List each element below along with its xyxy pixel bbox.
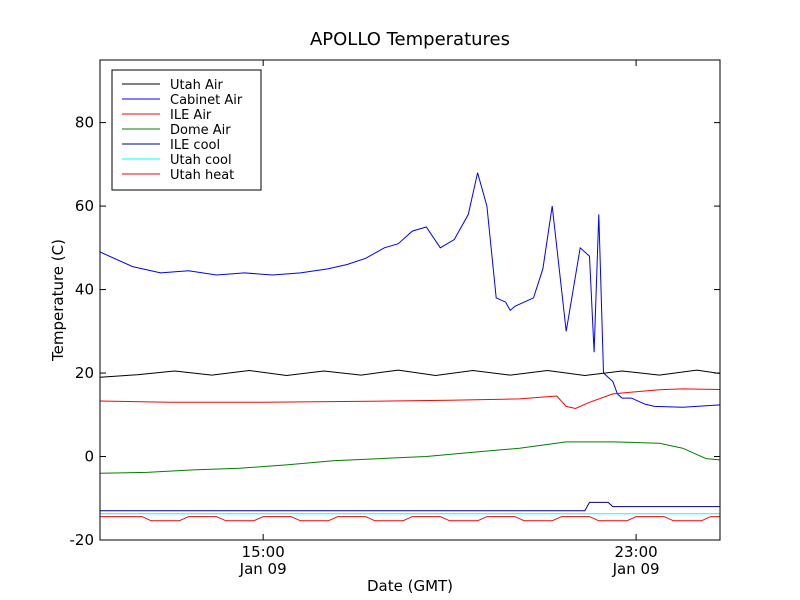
series-ile-air-line [100,388,720,410]
plot-frame [99,59,721,541]
legend-label-cabinet-air: Cabinet Air [170,93,243,108]
y-tick-label: 80 [75,114,94,132]
legend-label-ile-air: ILE Air [170,108,212,123]
chart-title: APOLLO Temperatures [310,29,510,50]
x-tick-label-time: 23:00 [614,543,657,561]
x-tick-label-time: 15:00 [242,543,285,561]
y-tick-label: 40 [75,281,94,299]
x-tick-label-date: Jan 09 [612,560,660,578]
y-axis-label: Temperature (C) [49,239,67,362]
legend-label-utah-cool: Utah cool [170,153,232,168]
y-tick-label: 20 [75,364,94,382]
series-utah-heat-line [100,516,720,522]
y-tick-label: 0 [84,448,94,466]
y-tick-label: -20 [70,531,95,549]
x-tick-label-date: Jan 09 [239,560,287,578]
series-utah-air-line [100,369,720,378]
x-axis-label: Date (GMT) [367,577,453,595]
series-ile-cool-line [100,501,720,512]
legend-label-utah-air: Utah Air [170,78,223,93]
legend-label-ile-cool: ILE cool [170,138,220,153]
legend-label-dome-air: Dome Air [170,123,231,138]
series-dome-air-line [100,441,720,474]
series-layer [100,172,720,522]
legend-label-utah-heat: Utah heat [170,168,234,183]
y-tick-label: 60 [75,197,94,215]
series-cabinet-air-line [100,172,720,408]
legend-frame [111,69,262,191]
